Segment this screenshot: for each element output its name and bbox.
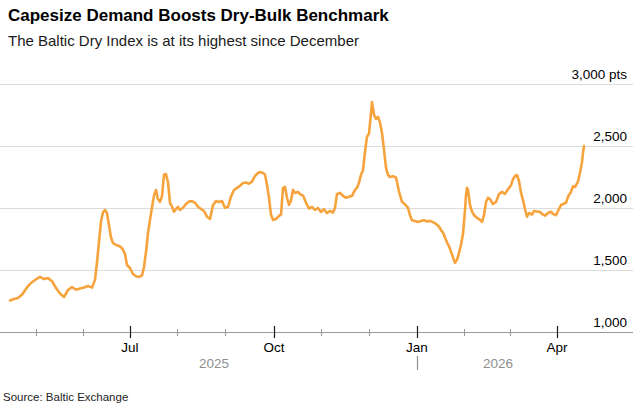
year-label-2026: 2026 xyxy=(483,356,513,371)
y-axis-label-1500: 1,500 xyxy=(593,253,627,268)
x-axis-label-apr: Apr xyxy=(546,340,568,355)
x-axis-label-jan: Jan xyxy=(406,340,428,355)
y-axis-label-1000: 1,000 xyxy=(593,315,627,330)
bdi-chart-canvas: 3,000 pts 2,500 2,000 1,500 1,000 Jul Oct Jan Ap… xyxy=(0,0,633,411)
year-label-2025: 2025 xyxy=(199,356,229,371)
chart-header: Capesize Demand Boosts Dry-Bulk Benchmar… xyxy=(8,6,625,49)
y-axis-label-2500: 2,500 xyxy=(593,129,627,144)
x-axis-label-jul: Jul xyxy=(121,340,138,355)
chart-card: 3,000 pts 2,500 2,000 1,500 1,000 Jul Oct Jan Ap… xyxy=(0,0,633,411)
y-axis-label-2000: 2,000 xyxy=(593,191,627,206)
x-axis-label-oct: Oct xyxy=(263,340,284,355)
chart-title: Capesize Demand Boosts Dry-Bulk Benchmar… xyxy=(8,6,625,26)
y-axis-label-3000: 3,000 pts xyxy=(571,67,627,82)
chart-subtitle: The Baltic Dry Index is at its highest s… xyxy=(8,32,625,49)
source-note: Source: Baltic Exchange xyxy=(3,391,128,403)
